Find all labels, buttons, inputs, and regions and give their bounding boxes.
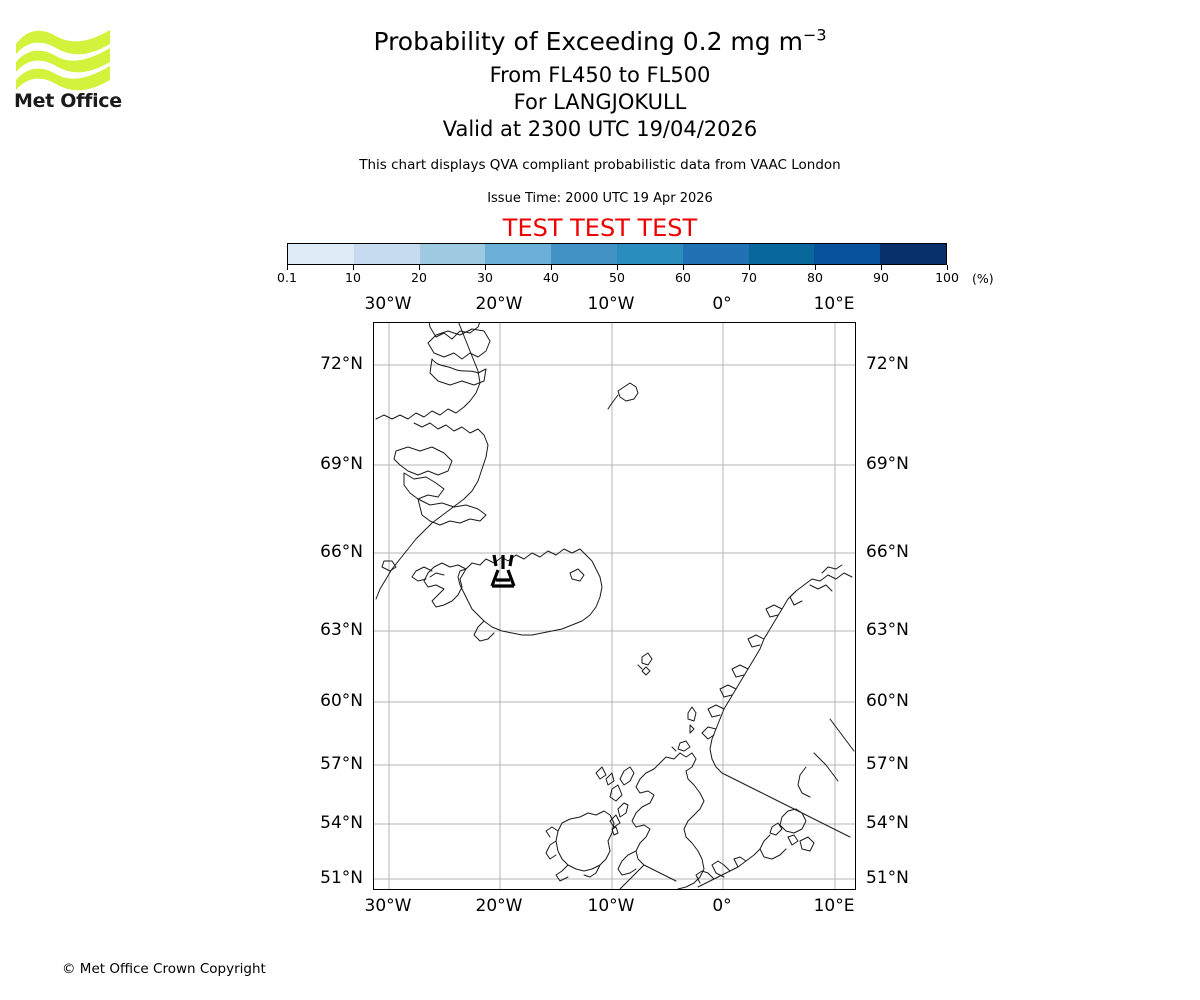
lon-label-top-0°: 0°: [712, 294, 732, 314]
colorbar-tick-50: [617, 265, 618, 270]
colorbar-tick-0.1: [287, 265, 288, 270]
colorbar-band-30-40: [485, 244, 552, 264]
lat-label-right-57°N: 57°N: [866, 754, 909, 774]
colorbar-tick-80: [815, 265, 816, 270]
colorbar-tick-40: [551, 265, 552, 270]
lon-label-bottom-20°W: 20°W: [475, 896, 523, 916]
lat-label-left-51°N: 51°N: [320, 868, 363, 888]
copyright-text: © Met Office Crown Copyright: [62, 961, 266, 977]
colorbar-tick-30: [485, 265, 486, 270]
colorbar-unit: (%): [972, 271, 994, 286]
lon-label-bottom-10°W: 10°W: [587, 896, 635, 916]
lat-label-right-66°N: 66°N: [866, 542, 909, 562]
lon-label-top-20°W: 20°W: [475, 294, 523, 314]
colorbar-band-20-30: [419, 244, 486, 264]
colorbar-band-10-20: [353, 244, 420, 264]
lon-label-bottom-30°W: 30°W: [364, 896, 412, 916]
lon-label-bottom-0°: 0°: [712, 896, 732, 916]
colorbar-band-40-50: [551, 244, 617, 264]
colorbar-tick-label-80: 80: [807, 270, 823, 285]
colorbar-tick-label-90: 90: [873, 270, 889, 285]
lat-label-left-69°N: 69°N: [320, 454, 363, 474]
colorbar-tick-label-10: 10: [345, 270, 361, 285]
colorbar-tick-20: [419, 265, 420, 270]
valid-time-line: Valid at 2300 UTC 19/04/2026: [442, 117, 758, 141]
lon-label-top-10°E: 10°E: [813, 294, 855, 314]
colorbar-tick-label-20: 20: [411, 270, 427, 285]
colorbar-band-60-70: [682, 244, 749, 264]
colorbar-tick-label-0.1: 0.1: [277, 270, 297, 285]
lat-label-left-63°N: 63°N: [320, 620, 363, 640]
colorbar-tick-label-70: 70: [741, 270, 757, 285]
colorbar-tick-label-100: 100: [935, 270, 959, 285]
colorbar-bands: [287, 243, 947, 265]
colorbar-band-70-80: [748, 244, 815, 264]
met-office-wordmark: Met Office: [14, 90, 122, 112]
colorbar-tick-90: [881, 265, 882, 270]
colorbar-tick-label-40: 40: [543, 270, 559, 285]
volcano-name-line: For LANGJOKULL: [513, 90, 687, 114]
page-title-exponent: −3: [802, 25, 827, 45]
ash-probability-map[interactable]: [373, 322, 856, 890]
lat-label-right-60°N: 60°N: [866, 691, 909, 711]
lat-label-right-72°N: 72°N: [866, 354, 909, 374]
flight-level-line: From FL450 to FL500: [489, 63, 711, 87]
lon-label-top-30°W: 30°W: [364, 294, 412, 314]
colorbar-band-90-100: [880, 244, 946, 264]
lat-label-left-60°N: 60°N: [320, 691, 363, 711]
page-title-text: Probability of Exceeding 0.2 mg m: [373, 27, 803, 56]
volcano-marker-glyph: [490, 554, 516, 588]
lat-label-right-63°N: 63°N: [866, 620, 909, 640]
colorbar-tick-10: [353, 265, 354, 270]
colorbar-band-0.1-10: [288, 244, 354, 264]
lat-label-right-51°N: 51°N: [866, 868, 909, 888]
colorbar-tick-label-60: 60: [675, 270, 691, 285]
colorbar-band-50-60: [616, 244, 683, 264]
colorbar-band-80-90: [814, 244, 881, 264]
colorbar-labels: 0.1 10 20 30 40 50 60 70 80 90 100: [277, 270, 959, 286]
colorbar-tick-60: [683, 265, 684, 270]
issue-time: Issue Time: 2000 UTC 19 Apr 2026: [487, 191, 713, 206]
colorbar-tick-70: [749, 265, 750, 270]
colorbar-tick-label-50: 50: [609, 270, 625, 285]
page-title: Probability of Exceeding 0.2 mg m−3: [165, 27, 1035, 57]
lat-label-left-66°N: 66°N: [320, 542, 363, 562]
colorbar-tick-label-30: 30: [477, 270, 493, 285]
lat-label-left-72°N: 72°N: [320, 354, 363, 374]
colorbar-ticks: [287, 265, 948, 271]
volcano-marker: [490, 554, 516, 588]
qva-note: This chart displays QVA compliant probab…: [359, 157, 841, 173]
lon-label-bottom-10°E: 10°E: [813, 896, 855, 916]
lat-label-right-54°N: 54°N: [866, 813, 909, 833]
lon-label-top-10°W: 10°W: [587, 294, 635, 314]
colorbar-tick-100: [947, 265, 948, 270]
lat-label-left-54°N: 54°N: [320, 813, 363, 833]
lat-label-right-69°N: 69°N: [866, 454, 909, 474]
lat-label-left-57°N: 57°N: [320, 754, 363, 774]
test-banner: TEST TEST TEST: [502, 214, 698, 242]
probability-colorbar: [287, 243, 947, 265]
met-office-logo: [14, 22, 114, 112]
